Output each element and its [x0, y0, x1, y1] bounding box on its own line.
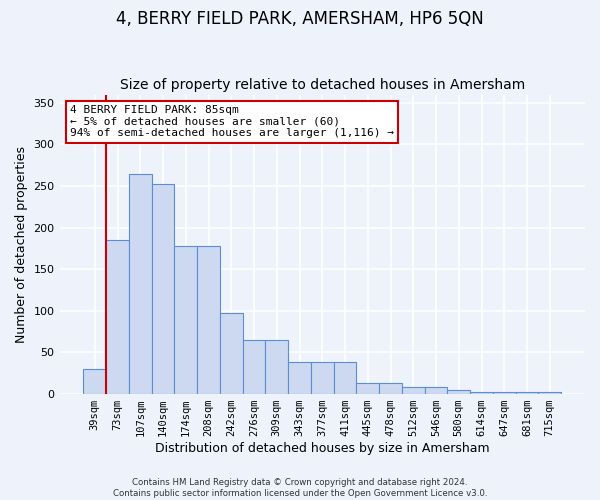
Bar: [175, 246, 197, 394]
Text: 4, BERRY FIELD PARK, AMERSHAM, HP6 5QN: 4, BERRY FIELD PARK, AMERSHAM, HP6 5QN: [116, 10, 484, 28]
Bar: [448, 390, 470, 394]
Bar: [129, 174, 152, 394]
Bar: [470, 392, 493, 394]
Bar: [83, 369, 106, 394]
Bar: [493, 392, 515, 394]
Bar: [242, 340, 265, 394]
Bar: [106, 240, 129, 394]
Bar: [220, 314, 242, 394]
Y-axis label: Number of detached properties: Number of detached properties: [15, 146, 28, 343]
Bar: [515, 392, 538, 394]
Bar: [288, 362, 311, 394]
Bar: [379, 384, 402, 394]
Bar: [197, 246, 220, 394]
Bar: [538, 392, 561, 394]
Text: Contains HM Land Registry data © Crown copyright and database right 2024.
Contai: Contains HM Land Registry data © Crown c…: [113, 478, 487, 498]
Bar: [425, 388, 448, 394]
Bar: [334, 362, 356, 394]
Bar: [265, 340, 288, 394]
Title: Size of property relative to detached houses in Amersham: Size of property relative to detached ho…: [119, 78, 525, 92]
Bar: [402, 388, 425, 394]
Bar: [152, 184, 175, 394]
Bar: [356, 384, 379, 394]
Text: 4 BERRY FIELD PARK: 85sqm
← 5% of detached houses are smaller (60)
94% of semi-d: 4 BERRY FIELD PARK: 85sqm ← 5% of detach…: [70, 105, 394, 138]
X-axis label: Distribution of detached houses by size in Amersham: Distribution of detached houses by size …: [155, 442, 490, 455]
Bar: [311, 362, 334, 394]
